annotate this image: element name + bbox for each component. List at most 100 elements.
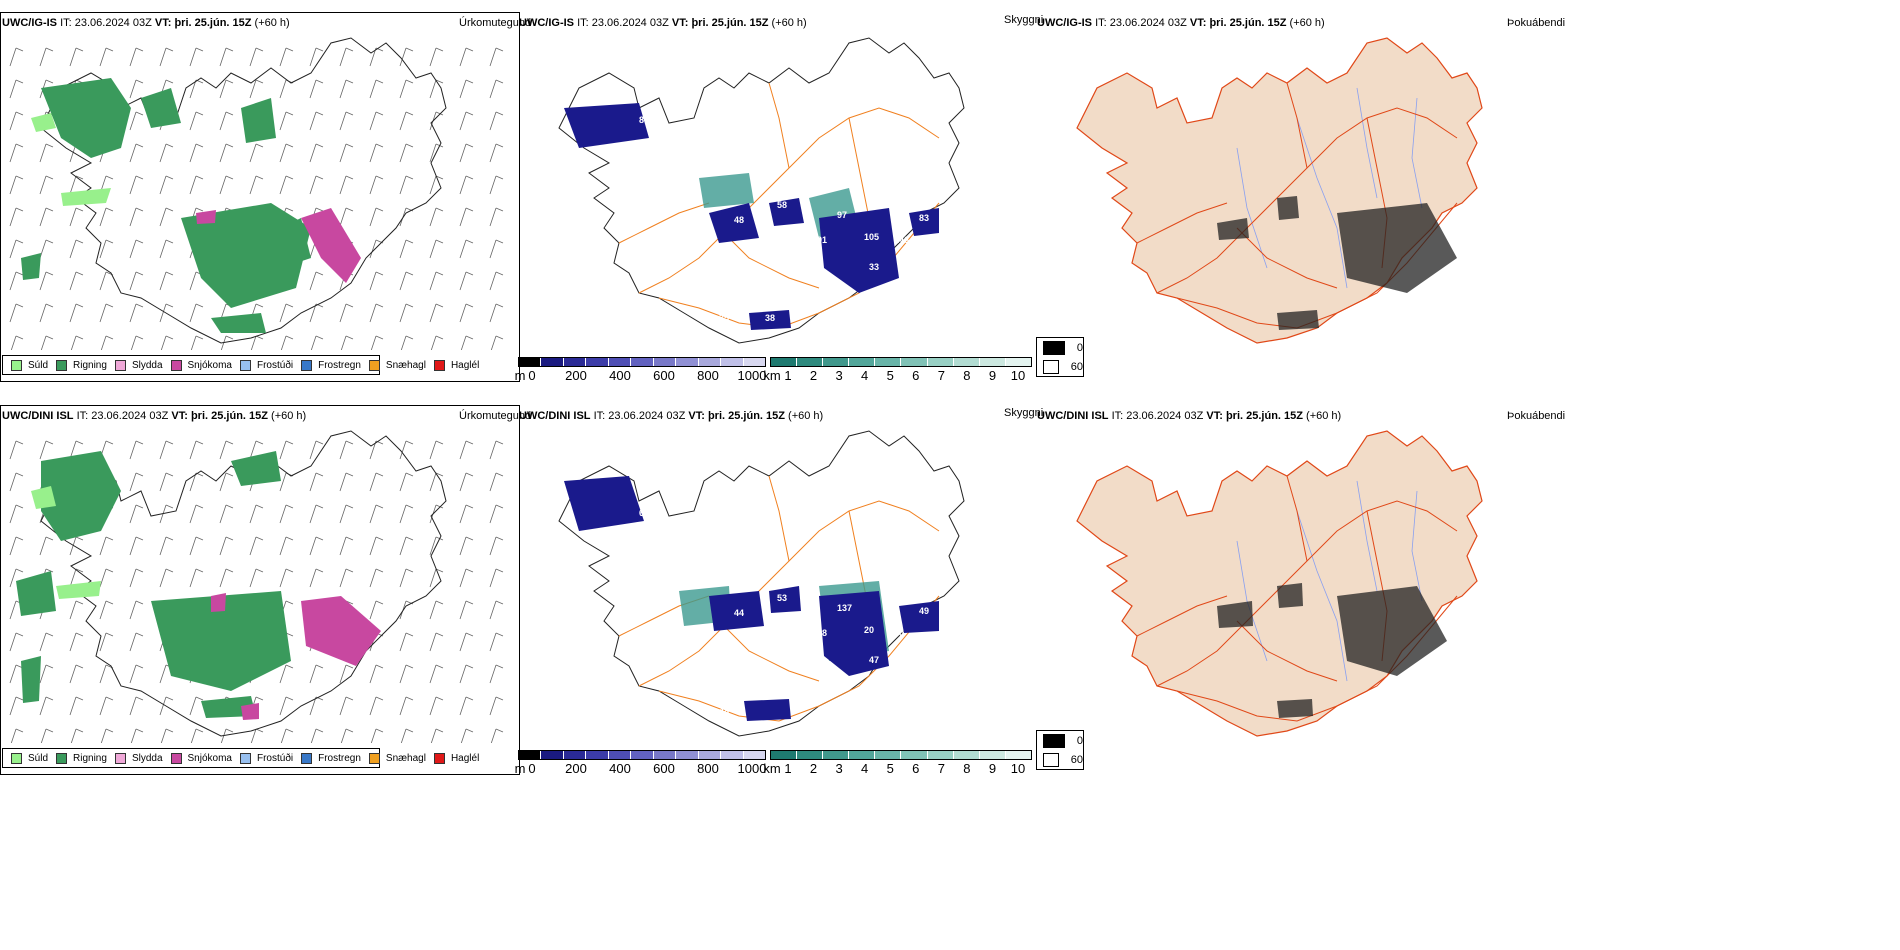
colorbar-cell (1005, 358, 1031, 366)
wind-barb (9, 143, 24, 163)
colorbar-tick: 4 (861, 761, 869, 776)
wind-barb (9, 207, 24, 227)
wind-barb (69, 303, 84, 323)
colorbar-tick: 9 (988, 761, 997, 776)
legend-item: Rigning (56, 752, 107, 764)
vt-label: VT: (671, 17, 689, 29)
legend-label: Snæhagl (385, 752, 426, 764)
wind-barb (339, 504, 354, 524)
colorbar-cell (979, 358, 1006, 366)
ceiling-value-label: 20 (864, 625, 874, 635)
fog-map-1 (1076, 37, 1483, 344)
panel-header-2b: UWC/DINI ISL IT: 23.06.2024 03Z VT: þri.… (519, 410, 823, 422)
wind-barb (309, 271, 324, 291)
wind-barb (309, 504, 324, 524)
wind-barb (159, 207, 174, 227)
wind-barb (219, 536, 234, 556)
wind-barb (489, 79, 504, 99)
wind-barb (459, 79, 474, 99)
wind-barb (219, 143, 234, 163)
wind-barb (129, 696, 144, 716)
wind-barb (489, 207, 504, 227)
legend-item: Snjókoma (170, 359, 232, 371)
wind-barb (129, 504, 144, 524)
legend-label: Frostregn (318, 359, 361, 371)
wind-barb (429, 175, 444, 195)
legend-label: Snjókoma (187, 752, 232, 764)
wind-barb (39, 632, 54, 652)
vt-value: þri. 25.jún. 15Z (1209, 17, 1287, 29)
legend-swatch (11, 359, 22, 371)
wind-barb (399, 664, 414, 684)
colorbar-tick: 3 (835, 368, 843, 383)
wind-barb (99, 47, 114, 67)
wind-barb (39, 440, 54, 460)
wind-barb (99, 632, 114, 652)
wind-barb (369, 472, 384, 492)
wind-barb (279, 303, 294, 323)
wind-barb (39, 47, 54, 67)
legend-label: Slydda (131, 752, 163, 764)
wind-barb (99, 536, 114, 556)
legend-item: Frostregn (301, 359, 361, 371)
precip-drizzle-areas (31, 113, 111, 206)
it-label: IT: (1111, 410, 1124, 422)
colorbar-cell (586, 358, 609, 366)
wind-barb (249, 79, 264, 99)
ceiling-value-label: 58 (777, 200, 787, 210)
colorbar-cell (631, 751, 654, 759)
panel-header-2c: UWC/DINI ISL IT: 23.06.2024 03Z VT: þri.… (1037, 410, 1341, 422)
wind-barb (99, 664, 114, 684)
wind-barb (189, 472, 204, 492)
wind-barb (189, 175, 204, 195)
ceiling-value-label: 30 (894, 628, 904, 638)
panel-title-precip-type: Úrkomutegund (459, 410, 532, 422)
wind-barb (279, 664, 294, 684)
wind-barb (159, 696, 174, 716)
wind-barb (279, 536, 294, 556)
wind-barb (189, 504, 204, 524)
wind-barb (429, 207, 444, 227)
wind-barb (489, 632, 504, 652)
colorbar-cell (586, 751, 609, 759)
wind-barb (429, 600, 444, 620)
lead-time: (+60 h) (1306, 410, 1342, 422)
wind-barb (129, 79, 144, 99)
wind-barb (159, 47, 174, 67)
fog-legend-swatch (1043, 733, 1065, 748)
precip-type-panel-2 (0, 405, 520, 775)
panel-header-1b: UWC/IG-IS IT: 23.06.2024 03Z VT: þri. 25… (519, 17, 807, 29)
vt-value: þri. 25.jún. 15Z (1225, 410, 1303, 422)
fog-legend-swatch (1043, 752, 1059, 767)
wind-barb (189, 440, 204, 460)
lead-time: (+60 h) (254, 17, 290, 29)
wind-barb (219, 111, 234, 131)
wind-barb (129, 47, 144, 67)
colorbar-cell (631, 358, 654, 366)
ceiling-value-label: 11 (747, 278, 757, 288)
wind-barb (489, 472, 504, 492)
colorbar-unit: km (763, 368, 781, 383)
wind-barb (309, 143, 324, 163)
iceland-outline (558, 37, 965, 344)
iceland-outline (1076, 430, 1483, 737)
legend-label: Haglél (450, 359, 480, 371)
colorbar-tick: 4 (861, 368, 869, 383)
colorbar-tick: 1000 (737, 368, 767, 383)
wind-barb (369, 111, 384, 131)
wind-barb (369, 600, 384, 620)
ceiling-value-label: 48 (719, 706, 729, 716)
ceiling-value-label: 35 (747, 671, 757, 681)
wind-barb (100, 335, 114, 350)
wind-barb (160, 728, 174, 743)
colorbar-tick: 600 (653, 368, 675, 383)
wind-barb (249, 504, 264, 524)
wind-barb (129, 472, 144, 492)
ceiling-value-label: 58 (817, 628, 827, 638)
ceiling-value-label: 49 (919, 606, 929, 616)
wind-barb (309, 696, 324, 716)
wind-barb (399, 143, 414, 163)
wind-barb (459, 303, 474, 323)
legend-item: Haglél (433, 359, 480, 371)
wind-barb (459, 143, 474, 163)
